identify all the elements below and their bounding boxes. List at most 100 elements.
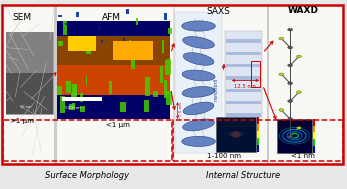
Circle shape (288, 46, 293, 49)
Bar (166, 60, 168, 75)
Bar (167, 59, 171, 75)
Text: >1 μm: >1 μm (10, 118, 34, 124)
Bar (79, 93, 83, 102)
Ellipse shape (182, 70, 215, 81)
Bar (73, 86, 77, 100)
Bar (216, 117, 256, 152)
Bar (267, 6, 269, 164)
Text: 12.5 nm: 12.5 nm (234, 84, 256, 89)
Bar (175, 12, 222, 153)
Bar (226, 89, 261, 92)
Bar (122, 39, 125, 43)
Circle shape (279, 37, 284, 40)
Bar (76, 12, 79, 17)
Bar (136, 18, 138, 25)
Ellipse shape (232, 131, 240, 138)
Ellipse shape (225, 131, 247, 138)
Text: WAXD: WAXD (288, 6, 319, 15)
Bar (257, 145, 259, 152)
Bar (2, 5, 343, 164)
Circle shape (288, 28, 293, 31)
Text: ~7.5 nm: ~7.5 nm (179, 102, 183, 119)
Bar (57, 46, 170, 94)
Text: AFM: AFM (102, 13, 121, 22)
Bar (251, 61, 260, 87)
Bar (69, 104, 75, 110)
Text: 1-100 nm: 1-100 nm (206, 153, 240, 159)
Text: nanofibril: nanofibril (214, 78, 219, 101)
Circle shape (297, 91, 302, 94)
Bar (313, 146, 315, 153)
Text: <1 nm: <1 nm (291, 153, 315, 159)
Bar (160, 67, 163, 83)
Bar (73, 38, 76, 46)
Ellipse shape (182, 21, 215, 31)
Text: SEM: SEM (12, 13, 32, 22)
Bar (3, 120, 172, 161)
Ellipse shape (183, 53, 214, 65)
Bar (173, 6, 175, 164)
Ellipse shape (183, 102, 214, 115)
Bar (173, 120, 342, 161)
Bar (313, 139, 315, 146)
Bar (57, 86, 62, 95)
Bar (313, 126, 315, 132)
Bar (99, 27, 100, 30)
Bar (63, 21, 67, 35)
Bar (109, 81, 112, 94)
Circle shape (288, 118, 293, 120)
Bar (6, 32, 52, 73)
Bar (85, 46, 91, 54)
Bar (72, 84, 77, 96)
Circle shape (297, 127, 302, 129)
Bar (226, 82, 261, 86)
Circle shape (288, 136, 293, 138)
Bar (60, 96, 65, 112)
Bar (86, 76, 87, 85)
Bar (65, 23, 68, 25)
Ellipse shape (183, 37, 214, 48)
Bar (226, 64, 261, 67)
Bar (257, 124, 259, 131)
Bar (226, 113, 261, 117)
Text: SAXS: SAXS (206, 6, 230, 15)
Bar (120, 102, 126, 112)
Circle shape (288, 100, 293, 102)
Bar (226, 52, 261, 55)
Bar (313, 119, 315, 126)
Bar (58, 15, 62, 17)
Bar (101, 40, 103, 43)
Circle shape (288, 82, 293, 84)
Bar (226, 70, 261, 74)
Bar (168, 28, 172, 33)
Bar (6, 73, 52, 114)
Ellipse shape (182, 87, 215, 97)
Bar (68, 36, 96, 51)
Bar (257, 131, 259, 138)
Ellipse shape (229, 132, 243, 137)
Circle shape (279, 73, 284, 76)
Bar (126, 9, 129, 14)
Bar (57, 36, 170, 65)
Bar (313, 132, 315, 139)
Bar (57, 21, 170, 119)
Bar (72, 103, 75, 109)
Bar (66, 81, 71, 93)
Bar (162, 40, 164, 53)
Bar (226, 39, 261, 43)
Bar (6, 32, 52, 114)
Ellipse shape (234, 132, 238, 136)
Bar (113, 41, 153, 60)
Text: 500 nm: 500 nm (65, 106, 81, 110)
Text: 10 nm: 10 nm (20, 105, 31, 109)
Bar (129, 40, 131, 48)
Bar (277, 119, 312, 153)
Circle shape (279, 109, 284, 111)
Bar (144, 100, 149, 112)
Ellipse shape (183, 119, 214, 131)
Bar (225, 31, 262, 117)
Bar (71, 93, 74, 97)
Bar (164, 80, 167, 98)
Bar (164, 13, 167, 20)
Bar (226, 76, 261, 80)
